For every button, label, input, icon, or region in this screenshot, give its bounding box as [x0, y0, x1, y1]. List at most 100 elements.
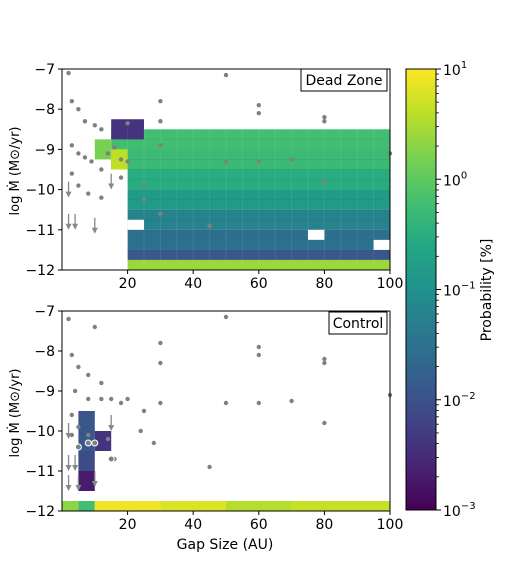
data-point [256, 159, 261, 164]
data-point [69, 143, 75, 148]
data-point [82, 155, 88, 160]
data-point [69, 412, 75, 418]
upper-limit-arrowhead [108, 183, 115, 190]
y-tick-label: −10 [25, 424, 55, 440]
heatmap-cell [111, 149, 390, 170]
data-point [69, 171, 75, 176]
colorbar-tick-label: 10−3 [443, 501, 476, 520]
heatmap-cell [94, 431, 112, 451]
y-tick-label: −9 [34, 384, 55, 400]
data-point [92, 324, 98, 330]
data-point [256, 400, 261, 406]
y-tick-label: −7 [34, 62, 55, 78]
heatmap-gap [373, 239, 390, 250]
x-tick-label: 20 [119, 517, 137, 533]
x-tick-label: 80 [315, 276, 333, 292]
data-point [125, 121, 130, 126]
data-point [118, 175, 124, 180]
data-point [99, 396, 104, 402]
data-point [158, 211, 163, 216]
x-tick-label: 60 [250, 276, 268, 292]
upper-limit-arrowhead [72, 223, 79, 230]
data-point [158, 400, 163, 406]
data-point [207, 223, 212, 228]
colorbar-tick-label: 10−2 [443, 391, 476, 410]
data-point [223, 314, 229, 320]
data-point [125, 159, 130, 164]
panel-label-dead-zone: Dead Zone [306, 73, 383, 89]
heatmap-cell [62, 501, 79, 511]
data-point [76, 107, 81, 112]
data-point [118, 400, 124, 406]
data-point [223, 159, 229, 164]
y-tick-label: −7 [34, 304, 55, 320]
data-point [76, 151, 81, 156]
colorbar-tick-label: 101 [443, 60, 467, 79]
data-point [89, 159, 94, 164]
heatmap-cell [127, 259, 390, 270]
heatmap-cell [160, 501, 226, 511]
data-point [66, 316, 71, 322]
panel-label-control-box: Control [328, 311, 388, 335]
data-point-highlight [107, 455, 115, 463]
x-tick-label: 20 [119, 276, 137, 292]
heatmap-cell [78, 451, 95, 471]
data-point [125, 396, 130, 402]
heatmap-cell [127, 189, 390, 210]
heatmap-cell [78, 471, 95, 491]
x-tick-label: 100 [377, 276, 404, 292]
upper-limit-arrowhead [65, 485, 72, 491]
upper-limit-arrowhead [65, 465, 72, 471]
data-point [322, 360, 327, 366]
upper-limit-arrowhead [91, 227, 98, 234]
y-tick-label: −10 [25, 183, 55, 199]
heatmap-cell [226, 501, 292, 511]
data-point [86, 191, 91, 196]
heatmap-cell [291, 501, 390, 511]
heatmap-cell [127, 249, 390, 260]
data-point [92, 123, 98, 128]
data-point [86, 432, 91, 438]
data-point [223, 72, 229, 78]
colorbar-tick-label: 100 [443, 170, 467, 189]
heatmap-cell [111, 129, 390, 150]
y-axis-label-top: log Ṁ (M⊙/yr) [7, 127, 23, 216]
heatmap-cell [94, 501, 161, 511]
data-point [322, 179, 327, 184]
data-point [158, 143, 163, 148]
data-point [118, 157, 124, 162]
data-point [76, 424, 81, 430]
data-point [66, 70, 71, 76]
data-point [99, 127, 104, 132]
data-point [256, 344, 261, 350]
y-axis-label-bottom: log Ṁ (M⊙/yr) [7, 369, 23, 458]
x-tick-label: 40 [184, 517, 202, 533]
panel-label-dead-zone-box: Dead Zone [300, 68, 388, 92]
y-tick-label: −8 [34, 102, 55, 118]
data-point [223, 400, 229, 406]
y-tick-label: −11 [25, 464, 55, 480]
data-point [141, 408, 147, 414]
x-tick-label: 80 [315, 517, 333, 533]
panel-dead-zone: −12 −11 −10 −9 −8 −7 20 40 60 80 100 [25, 62, 403, 292]
data-point [105, 436, 111, 442]
panel-control: −12 −11 −10 −9 −8 −7 20 40 60 80 100 [25, 304, 403, 533]
data-point [112, 145, 117, 150]
upper-limit-arrowhead [91, 481, 98, 487]
x-tick-label: 100 [377, 517, 404, 533]
y-tick-label: −9 [34, 142, 55, 158]
y-tick-label: −12 [25, 504, 55, 520]
data-point [158, 98, 163, 104]
data-point-highlight [74, 443, 82, 451]
heatmap-cell [111, 119, 144, 140]
data-point-highlight [84, 439, 92, 447]
data-point [207, 464, 212, 470]
data-point [82, 119, 88, 124]
heatmap-cell [127, 169, 390, 190]
y-tick-label: −8 [34, 344, 55, 360]
heatmap-cell [94, 139, 112, 160]
data-point [256, 102, 261, 108]
heatmap-gap [308, 229, 325, 240]
data-point [105, 151, 111, 156]
